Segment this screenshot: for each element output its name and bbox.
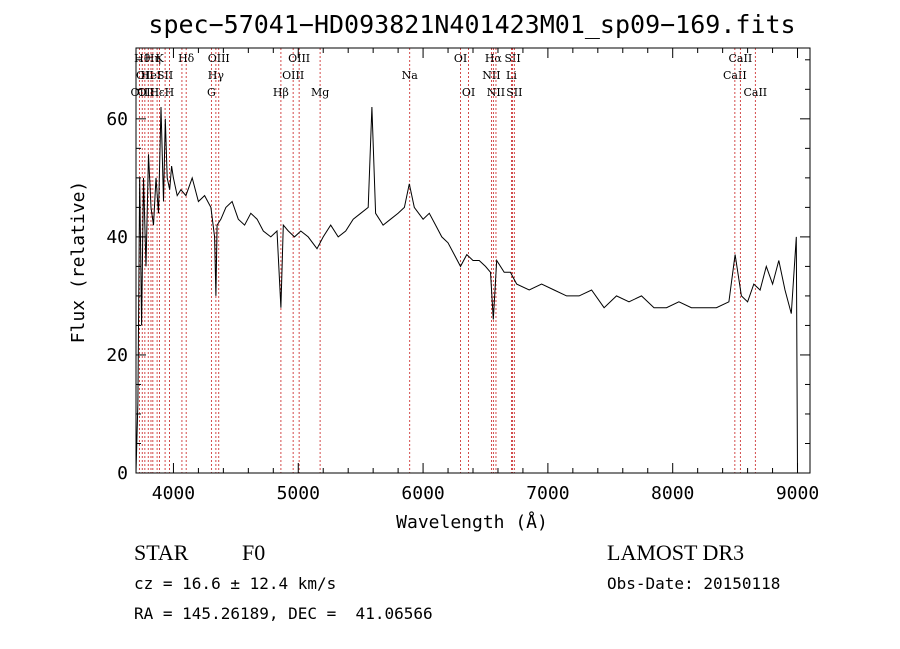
line-label: SII [504, 52, 520, 65]
emission-line-markers: OIIHθOIIOIIIHeIHηHεKSIIHHδGHγOIIIHβOIIIO… [131, 48, 767, 473]
line-label: OII [136, 69, 154, 82]
line-label: NII [482, 69, 500, 82]
line-label: H [165, 86, 175, 99]
line-label: OIII [137, 86, 159, 99]
line-label: CaII [723, 69, 747, 82]
y-tick-label: 0 [117, 463, 128, 484]
x-tick-label: 7000 [526, 483, 569, 504]
line-label: Hδ [178, 52, 195, 65]
x-tick-label: 6000 [401, 483, 444, 504]
object-class: STAR [134, 540, 189, 565]
line-label: K [155, 52, 164, 65]
y-axis-label: Flux (relative) [68, 181, 89, 344]
line-label: HeI [141, 69, 161, 82]
y-tick-label: 20 [106, 345, 128, 366]
line-label: OI [462, 86, 475, 99]
line-label: Hθ [134, 52, 151, 65]
line-label: CaII [729, 52, 753, 65]
y-tick-label: 40 [106, 227, 128, 248]
line-label: OII [131, 86, 149, 99]
line-label: Hγ [208, 69, 225, 82]
chart-title: spec−57041−HD093821N401423M01_sp09−169.f… [148, 10, 795, 39]
x-axis-ticks: 4000 5000 6000 7000 8000 9000 [152, 48, 819, 504]
line-label: OIII [282, 69, 304, 82]
line-label: Hε [149, 86, 165, 99]
spectrum-line [135, 106, 798, 474]
line-label: CaII [743, 86, 767, 99]
y-tick-label: 60 [106, 109, 128, 130]
line-label: Hα [485, 52, 503, 65]
line-label: Na [402, 69, 419, 82]
line-label: OIII [208, 52, 230, 65]
x-tick-label: 8000 [651, 483, 694, 504]
observation-date: Obs-Date: 20150118 [607, 574, 781, 593]
line-label: SII [506, 86, 522, 99]
line-label: Mg [311, 86, 329, 99]
line-label: G [207, 86, 216, 99]
object-subclass: F0 [242, 540, 266, 565]
sky-coordinates: RA = 145.26189, DEC = 41.06566 [134, 604, 433, 623]
line-label: Li [506, 69, 517, 82]
line-label: OIII [288, 52, 310, 65]
x-tick-label: 9000 [776, 483, 819, 504]
line-label: NII [487, 86, 505, 99]
line-label: Hβ [273, 86, 289, 99]
survey-name: LAMOST DR3 [607, 540, 745, 565]
x-tick-label: 4000 [152, 483, 195, 504]
line-label: SII [157, 69, 173, 82]
x-tick-label: 5000 [277, 483, 320, 504]
y-axis-ticks: 0 20 40 60 [106, 59, 810, 484]
redshift-velocity: cz = 16.6 ± 12.4 km/s [134, 574, 337, 593]
x-axis-label: Wavelength (Å) [396, 511, 548, 533]
line-label: OI [454, 52, 467, 65]
